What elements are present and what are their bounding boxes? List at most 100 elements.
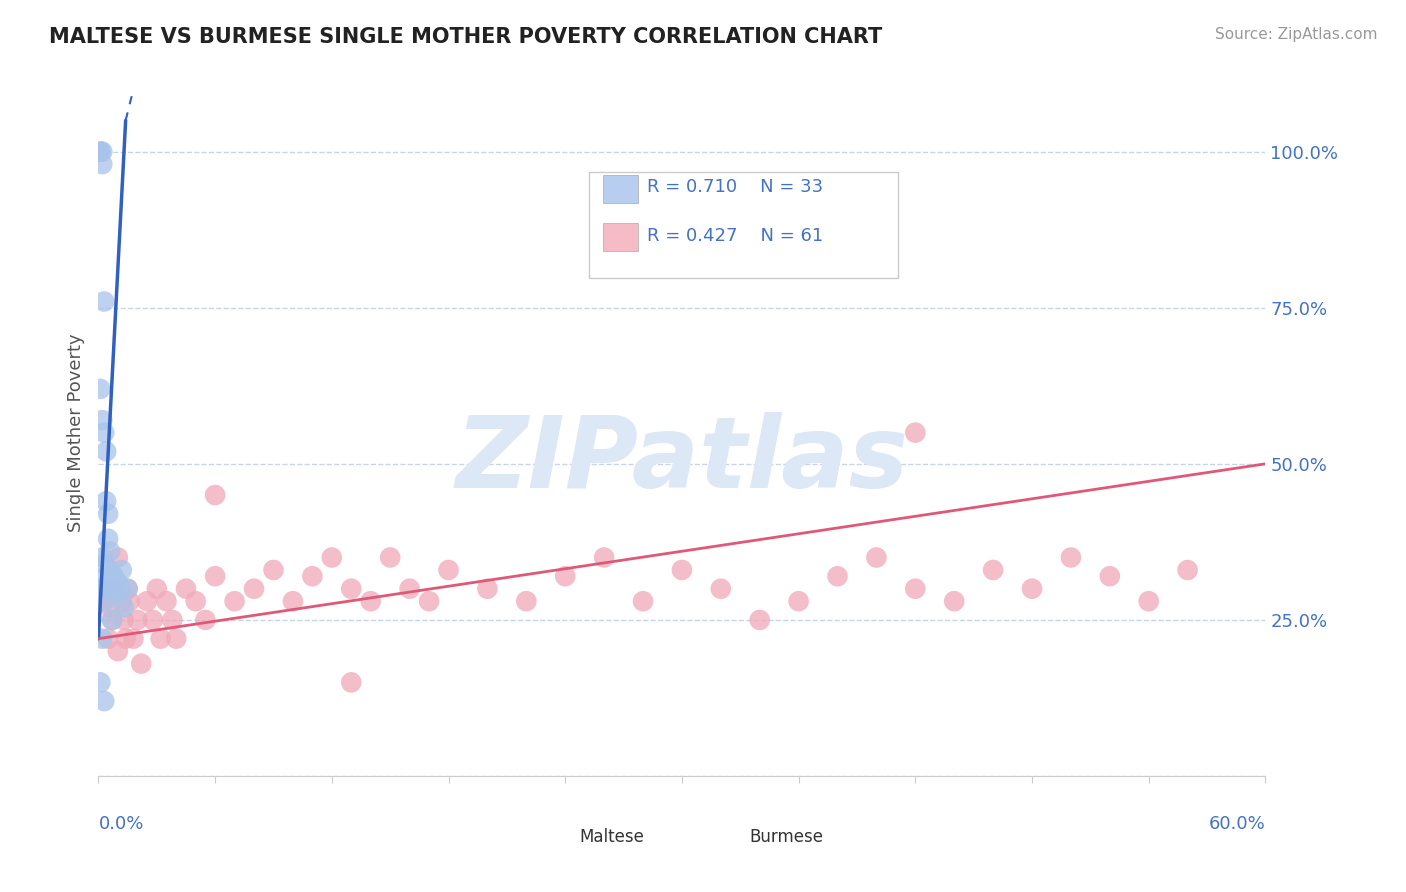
Point (93, 694, 115, 708)
Point (101, 613, 124, 627)
Point (904, 425, 927, 440)
Point (1177, 563, 1199, 577)
Point (748, 613, 770, 627)
Point (380, 550, 402, 565)
Point (96, 569, 118, 583)
Point (91, 145, 114, 159)
Point (103, 582, 125, 596)
Point (96, 444, 118, 458)
Text: Maltese: Maltese (579, 828, 644, 846)
Point (1021, 582, 1043, 596)
Point (114, 632, 136, 646)
Point (112, 600, 135, 615)
Point (418, 594, 440, 608)
Point (98, 563, 121, 577)
Text: MALTESE VS BURMESE SINGLE MOTHER POVERTY CORRELATION CHART: MALTESE VS BURMESE SINGLE MOTHER POVERTY… (49, 27, 883, 46)
Point (111, 594, 134, 608)
Text: Source: ZipAtlas.com: Source: ZipAtlas.com (1215, 27, 1378, 42)
Point (103, 569, 125, 583)
Point (91, 157, 114, 171)
Point (593, 550, 616, 565)
Point (89, 382, 111, 396)
Point (93, 294, 115, 309)
Bar (541, 822, 571, 843)
Point (89, 582, 111, 596)
Point (155, 594, 177, 608)
Point (787, 594, 810, 608)
Point (340, 582, 363, 596)
Point (107, 550, 129, 565)
Point (98, 544, 121, 558)
Point (104, 588, 127, 602)
Point (117, 582, 139, 596)
Point (101, 613, 124, 627)
Point (112, 613, 135, 627)
Point (360, 594, 382, 608)
Point (96, 494, 118, 508)
Point (98, 600, 121, 615)
Point (710, 582, 733, 596)
Point (340, 675, 363, 690)
Point (93, 594, 115, 608)
FancyBboxPatch shape (589, 171, 898, 278)
Point (554, 569, 576, 583)
Point (204, 569, 226, 583)
Point (904, 582, 927, 596)
Point (117, 582, 139, 596)
Point (103, 575, 125, 590)
Point (631, 594, 654, 608)
Bar (603, 175, 637, 202)
Point (146, 582, 169, 596)
Point (194, 613, 217, 627)
Point (91, 413, 114, 427)
Point (89, 582, 111, 596)
Text: Burmese: Burmese (749, 828, 824, 846)
Point (162, 613, 184, 627)
Point (97, 582, 120, 596)
Point (97, 632, 120, 646)
Point (827, 569, 849, 583)
Point (515, 594, 537, 608)
Point (107, 575, 129, 590)
Point (142, 613, 165, 627)
Point (981, 563, 1004, 577)
Point (108, 582, 131, 596)
Point (122, 632, 145, 646)
Point (149, 632, 172, 646)
Text: R = 0.427    N = 61: R = 0.427 N = 61 (647, 227, 823, 244)
Point (127, 613, 149, 627)
Point (398, 582, 420, 596)
Point (321, 550, 343, 565)
Point (136, 594, 159, 608)
Point (93, 594, 115, 608)
Point (89, 145, 111, 159)
Bar (603, 223, 637, 251)
Point (93, 425, 115, 440)
Point (1098, 569, 1121, 583)
Point (118, 594, 141, 608)
Point (91, 550, 114, 565)
Point (301, 569, 323, 583)
Point (1137, 594, 1160, 608)
Point (97, 507, 120, 521)
Point (281, 594, 304, 608)
Point (89, 675, 111, 690)
Point (93, 557, 115, 571)
Point (437, 563, 460, 577)
Point (1060, 550, 1083, 565)
Point (129, 657, 152, 671)
Point (165, 632, 187, 646)
Point (224, 594, 246, 608)
Point (101, 569, 124, 583)
Point (91, 632, 114, 646)
Point (107, 644, 129, 658)
Text: 60.0%: 60.0% (1209, 815, 1265, 833)
Bar (711, 822, 741, 843)
Point (865, 550, 887, 565)
Text: ZIPatlas: ZIPatlas (456, 411, 908, 508)
Point (477, 582, 499, 596)
Point (204, 488, 226, 502)
Point (262, 563, 284, 577)
Point (243, 582, 266, 596)
Point (943, 594, 966, 608)
